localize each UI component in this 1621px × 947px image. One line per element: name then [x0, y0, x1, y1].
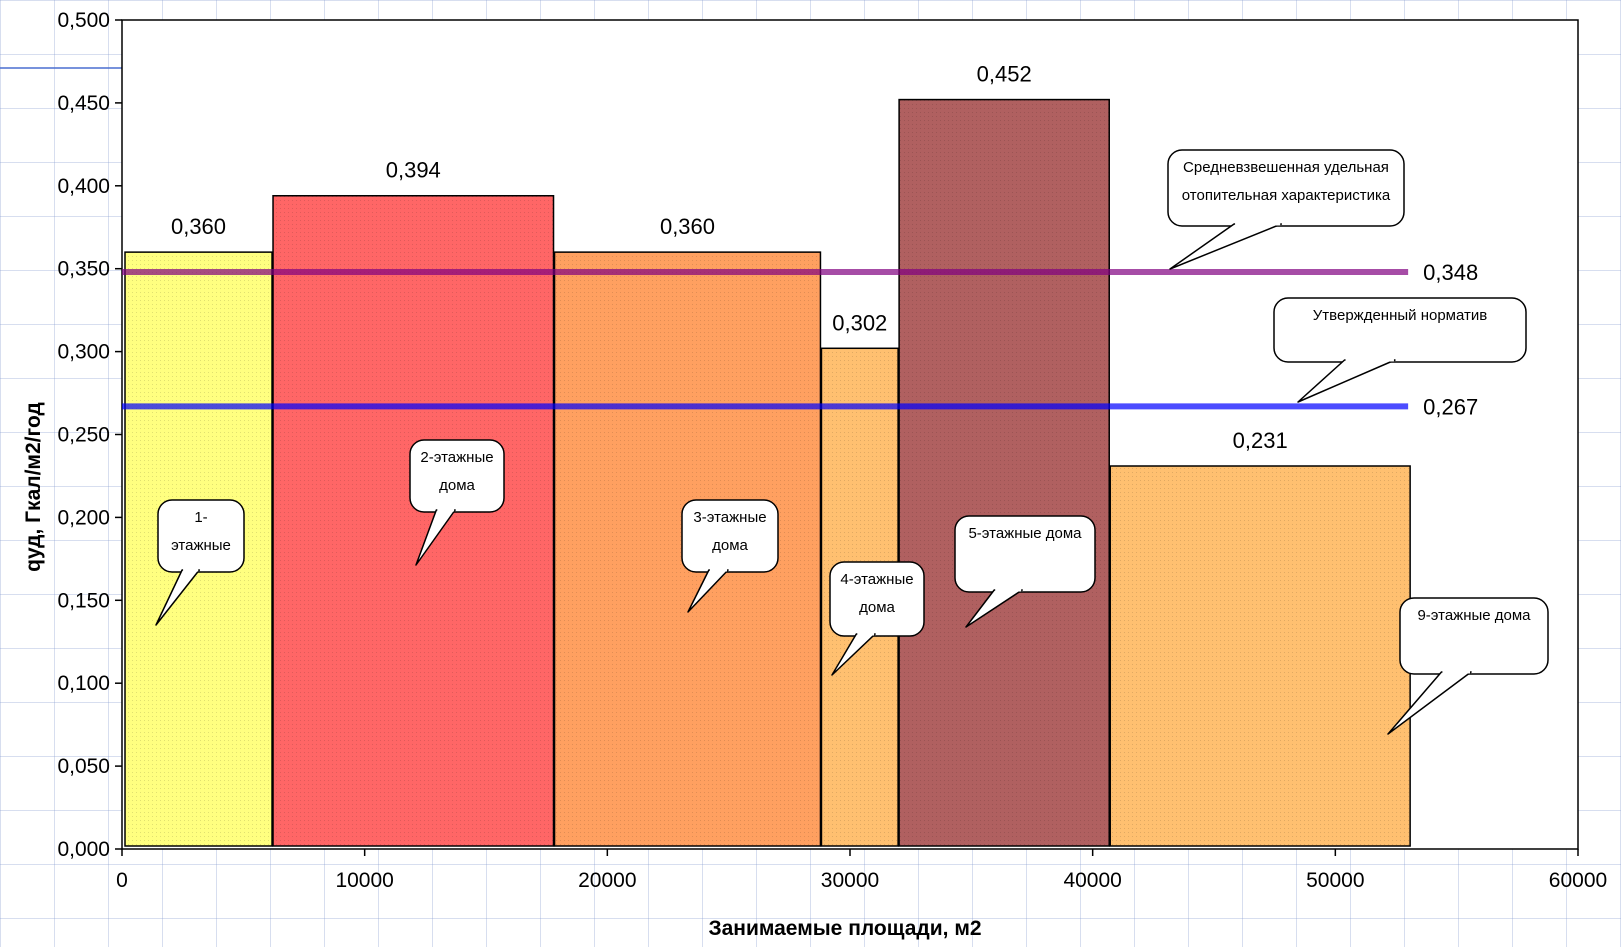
y-tick-label-7: 0,350: [57, 258, 110, 281]
y-tick-label-2: 0,100: [57, 672, 110, 695]
bar-callout-3-box: [681, 499, 779, 573]
bar-callout-6: 9-этажные дома: [1387, 597, 1549, 735]
x-tick-label-2: 20000: [578, 869, 636, 892]
bar-callout-2-box: [409, 439, 505, 513]
y-tick-label-4: 0,200: [57, 506, 110, 529]
bar-callout-2-text-2: дома: [439, 477, 475, 494]
y-tick-label-10: 0,500: [57, 9, 110, 32]
y-tick-label-8: 0,400: [57, 175, 110, 198]
bar-callout-4-box: [829, 561, 925, 637]
bar-callout-1-text-1: 1-: [194, 509, 207, 526]
reference-callout-1-box: [1167, 149, 1405, 227]
reference-callout-2-text-1: Утвержденный норматив: [1313, 307, 1487, 324]
x-tick-label-6: 60000: [1549, 869, 1607, 892]
bar-callout-1-text-2: этажные: [171, 537, 231, 554]
bar-texture-2: [273, 195, 554, 847]
bar-callout-2-text-1: 2-этажные: [420, 449, 493, 466]
y-tick-label-3: 0,150: [57, 589, 110, 612]
bar-callout-6-text-1: 9-этажные дома: [1417, 607, 1531, 624]
bar-callout-1: 1- этажные дома: [155, 499, 245, 626]
bar-value-label-6: 0,231: [1233, 428, 1288, 453]
bar-callout-5-box: [954, 515, 1096, 593]
bar-callout-6-box: [1399, 597, 1549, 675]
bar-texture-5: [899, 99, 1110, 847]
callouts: 1-этажныедома2-этажныедома3-этажныедома4…: [155, 149, 1549, 735]
bar-callout-4: 4-этажные дома: [829, 561, 925, 676]
bar-callout-5-text-1: 5-этажные дома: [968, 525, 1082, 542]
bar-value-label-2: 0,394: [386, 158, 441, 183]
bar-value-label-1: 0,360: [171, 214, 226, 239]
bar-texture-6: [1110, 466, 1411, 846]
reference-callout-2-box: [1273, 297, 1527, 363]
x-tick-label-0: 0: [116, 869, 128, 892]
x-tick-label-1: 10000: [335, 869, 393, 892]
x-tick-label-3: 30000: [821, 869, 879, 892]
x-tick-label-5: 50000: [1306, 869, 1364, 892]
y-tick-label-1: 0,050: [57, 755, 110, 778]
bar-callout-3-text-2: дома: [712, 537, 748, 554]
reference-lines: [122, 269, 1409, 410]
bar-callout-1-text-3: дома: [183, 565, 219, 582]
bar-callout-3: 3-этажные дома: [681, 499, 779, 613]
reference-callout-1-text-1: Средневзвешенная удельная: [1183, 159, 1389, 176]
bar-callout-5: 5-этажные дома: [954, 515, 1096, 628]
axes: 0,000 0,050 0,100 0,150 0,200 0,250 0,300 0,350…: [57, 9, 1607, 892]
x-tick-label-4: 40000: [1063, 869, 1121, 892]
reference-value-label-2: 0,267: [1423, 394, 1478, 419]
reference-value-label-1: 0,348: [1423, 260, 1478, 285]
reference-callout-1-text-2: отопительная характеристика: [1182, 187, 1391, 204]
reference-callout-2: Утвержденный норматив: [1273, 297, 1527, 403]
bar-value-label-5: 0,452: [977, 62, 1032, 87]
value-labels: 0,360 0,394 0,360 0,302 0,452 0,231 0,348 0,267: [171, 62, 1478, 453]
bar-callout-2: 2-этажные дома: [409, 439, 505, 566]
y-tick-label-6: 0,300: [57, 341, 110, 364]
bar-callout-4-text-2: дома: [859, 599, 895, 616]
reference-callout-1: Средневзвешенная удельная отопительная ха…: [1167, 149, 1405, 270]
y-tick-label-9: 0,450: [57, 92, 110, 115]
bar-callout-1-box: [157, 499, 245, 573]
bar-callout-3-text-1: 3-этажные: [693, 509, 766, 526]
bar-value-label-4: 0,302: [832, 310, 887, 335]
y-tick-label-0: 0,000: [57, 838, 110, 861]
x-axis-title: Занимаемые площади, м2: [708, 917, 981, 940]
bar-value-label-3: 0,360: [660, 214, 715, 239]
y-axis-title: qуд, Гкал/м2/год: [22, 402, 45, 572]
y-tick-label-5: 0,250: [57, 424, 110, 447]
bar-callout-4-text-1: 4-этажные: [840, 571, 913, 588]
